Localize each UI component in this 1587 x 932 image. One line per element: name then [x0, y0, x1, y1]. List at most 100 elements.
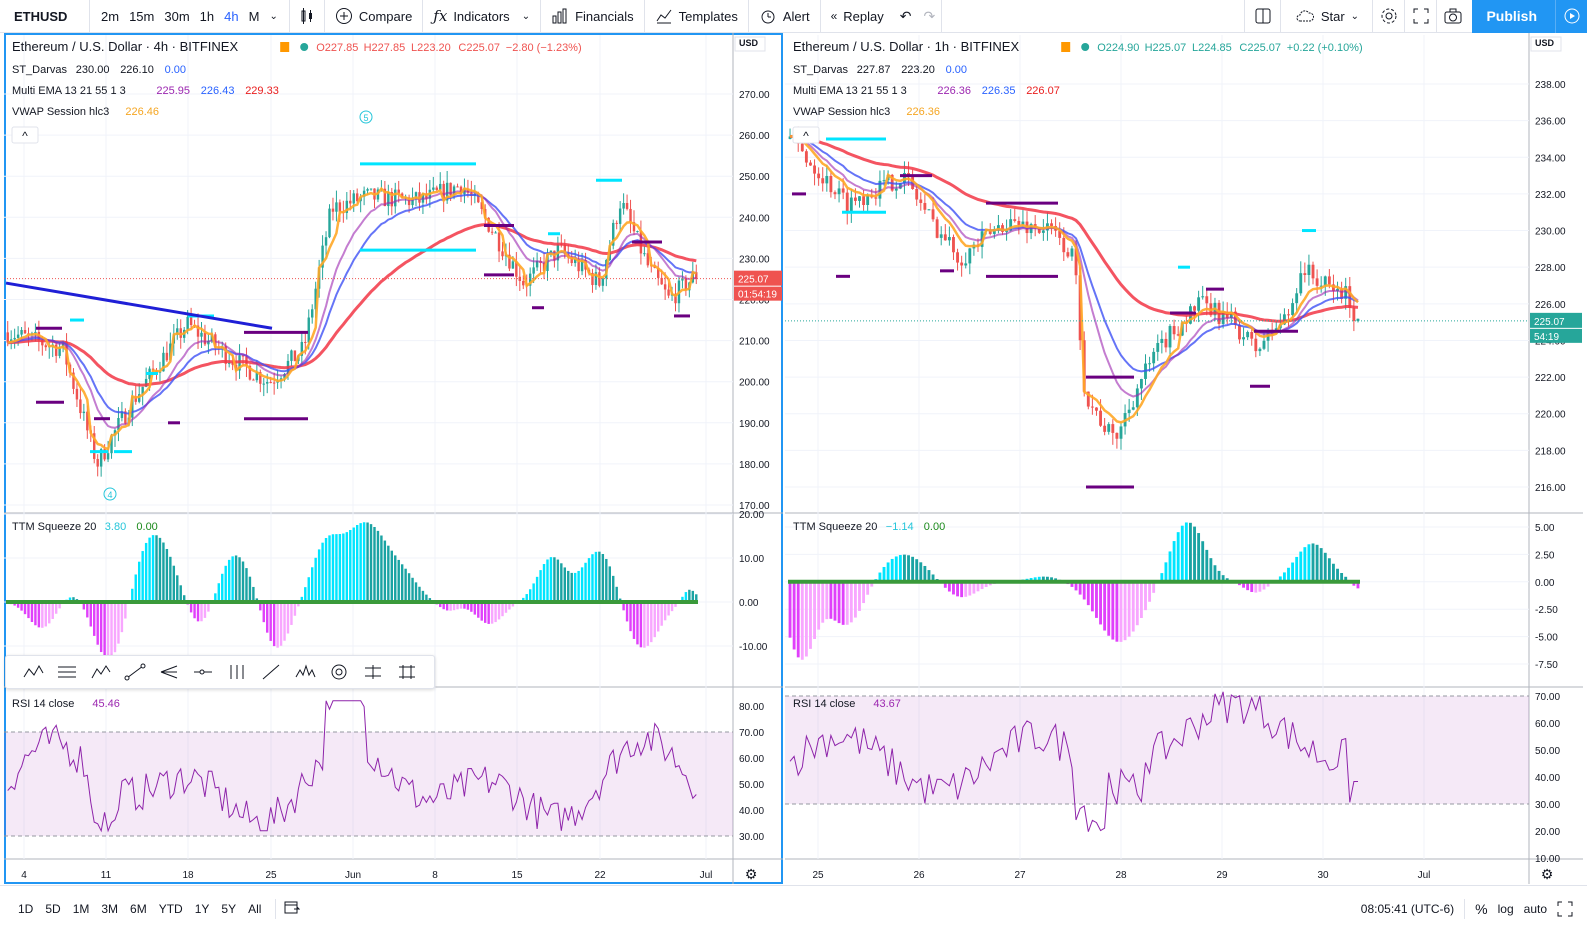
clock-readout[interactable]: 08:05:41 (UTC-6): [1360, 902, 1455, 916]
layout-button[interactable]: [1244, 0, 1280, 33]
percent-scale-toggle[interactable]: %: [1475, 901, 1488, 917]
log-scale-toggle[interactable]: log: [1497, 902, 1514, 916]
interval-15m[interactable]: 15m: [129, 8, 155, 24]
pitchfork-tool-button[interactable]: [152, 656, 186, 688]
date-range-tool-button[interactable]: [390, 656, 424, 688]
interval-30m[interactable]: 30m: [164, 8, 190, 24]
maximize-icon[interactable]: [1557, 901, 1573, 917]
function-icon: ƒx: [433, 7, 448, 25]
ttm-legend-name[interactable]: TTM Squeeze 20: [12, 521, 96, 533]
replay-button[interactable]: « Replay: [821, 0, 894, 33]
currency-box[interactable]: [1530, 36, 1562, 52]
candle-body: [636, 231, 639, 233]
alert-button[interactable]: Alert: [749, 0, 821, 33]
right-chart-pane[interactable]: 238.00 236.00 234.00 232.00 230.00 228.00 226.…: [785, 33, 1583, 884]
candle-body: [667, 289, 670, 296]
trendline-tool-button[interactable]: [118, 656, 152, 688]
interval-4h[interactable]: 4h: [224, 8, 239, 24]
interval-M[interactable]: M: [248, 8, 260, 24]
templates-button[interactable]: Templates: [645, 0, 749, 33]
trend-line[interactable]: [5, 281, 273, 330]
head-shoulders-tool-button[interactable]: [288, 656, 322, 688]
rsi-legend-name[interactable]: RSI 14 close: [12, 698, 74, 710]
ray-tool-button[interactable]: [254, 656, 288, 688]
price-tick-label: 240.00: [739, 213, 770, 224]
settings-button[interactable]: [1372, 0, 1404, 33]
chart-type-button[interactable]: [290, 0, 325, 33]
alarm-clock-icon: [761, 10, 775, 24]
rewind-icon: «: [830, 9, 838, 23]
candle-body: [331, 208, 335, 212]
candle-body: [1340, 288, 1344, 299]
measure-tool-button[interactable]: [356, 656, 390, 688]
candle-body: [882, 180, 886, 182]
elliott-tool-button[interactable]: [84, 656, 118, 688]
fib-tool-button[interactable]: [50, 656, 84, 688]
chart-legend[interactable]: Ethereum / U.S. Dollar · 1h · BITFINEX O2…: [792, 39, 1363, 144]
range-3M[interactable]: 3M: [101, 902, 119, 916]
interval-2m[interactable]: 2m: [101, 8, 120, 24]
vwap-line: [789, 134, 1359, 424]
goto-date-button[interactable]: [284, 899, 301, 920]
fullscreen-button[interactable]: [1404, 0, 1436, 33]
currency-box[interactable]: [734, 36, 766, 52]
flag-icon[interactable]: [1061, 42, 1071, 52]
price-tick-label: 226.00: [1535, 300, 1566, 311]
indicators-button[interactable]: ƒx Indicators ⌄: [423, 0, 542, 33]
snapshot-button[interactable]: [1436, 0, 1468, 33]
indicator-legend-value: 226.46: [125, 106, 159, 118]
chevron-down-icon[interactable]: ⌄: [521, 10, 531, 22]
horizontal-ray-tool-button[interactable]: [186, 656, 220, 688]
save-layout-button[interactable]: Star ⌄: [1280, 0, 1372, 33]
left-chart-pane[interactable]: 270.00260.00250.00240.00230.00220.00210.…: [4, 33, 783, 884]
range-1Y[interactable]: 1Y: [194, 902, 210, 916]
pattern-tool-button[interactable]: [16, 656, 50, 688]
candle-body: [131, 396, 134, 418]
indicator-legend-name[interactable]: ST_Darvas: [793, 64, 849, 76]
publish-menu-button[interactable]: [1555, 0, 1587, 33]
gann-tool-button[interactable]: [322, 656, 356, 688]
range-1D[interactable]: 1D: [18, 902, 34, 916]
gear-icon[interactable]: ⚙: [745, 866, 758, 882]
ttm-legend-name[interactable]: TTM Squeeze 20: [793, 521, 877, 533]
chart-legend[interactable]: Ethereum / U.S. Dollar · 4h · BITFINEX O2…: [11, 39, 582, 144]
range-5Y[interactable]: 5Y: [221, 902, 237, 916]
chevron-down-icon[interactable]: ⌄: [269, 10, 278, 22]
financials-button[interactable]: Financials: [541, 0, 645, 33]
range-6M[interactable]: 6M: [130, 902, 147, 916]
symbol-label: ETHUSD: [14, 8, 68, 24]
indicator-legend-name[interactable]: ST_Darvas: [12, 64, 68, 76]
publish-button[interactable]: Publish: [1472, 0, 1555, 33]
indicator-legend-name[interactable]: Multi EMA 13 21 55 1 3: [793, 85, 907, 97]
indicator-lines-tool-button[interactable]: [220, 656, 254, 688]
pivot-marker-top[interactable]: [359, 110, 373, 124]
pivot-marker-bottom[interactable]: [103, 487, 117, 501]
range-1M[interactable]: 1M: [72, 902, 90, 916]
time-tick-label: Jul: [700, 870, 713, 881]
collapse-legend-button[interactable]: [11, 126, 39, 144]
indicator-legend-name[interactable]: Multi EMA 13 21 55 1 3: [12, 85, 126, 97]
rsi-legend-name[interactable]: RSI 14 close: [793, 698, 855, 710]
symbol-search[interactable]: ETHUSD: [0, 0, 90, 33]
range-YTD[interactable]: YTD: [158, 902, 183, 916]
collapse-legend-button[interactable]: [792, 126, 820, 144]
indicator-legend-name[interactable]: VWAP Session hlc3: [12, 106, 109, 118]
trend-line-icon: [124, 663, 146, 681]
candle-body: [44, 345, 48, 348]
gear-icon[interactable]: ⚙: [1541, 866, 1554, 882]
redo-button[interactable]: ↷: [917, 0, 943, 33]
candle-body: [41, 340, 44, 346]
indicator-legend-name[interactable]: VWAP Session hlc3: [793, 106, 890, 118]
candle-body: [1095, 407, 1098, 411]
auto-scale-toggle[interactable]: auto: [1523, 902, 1547, 916]
flag-icon[interactable]: [280, 42, 290, 52]
compare-button[interactable]: Compare: [325, 0, 424, 33]
candle-body: [124, 411, 127, 424]
range-All[interactable]: All: [248, 902, 262, 916]
chart-title[interactable]: Ethereum / U.S. Dollar · 4h · BITFINEX: [12, 39, 238, 54]
interval-1h[interactable]: 1h: [199, 8, 215, 24]
chart-area[interactable]: 270.00260.00250.00240.00230.00220.00210.…: [0, 33, 1587, 885]
chart-title[interactable]: Ethereum / U.S. Dollar · 1h · BITFINEX: [793, 39, 1019, 54]
undo-button[interactable]: ↶: [894, 0, 918, 33]
range-5D[interactable]: 5D: [45, 902, 61, 916]
